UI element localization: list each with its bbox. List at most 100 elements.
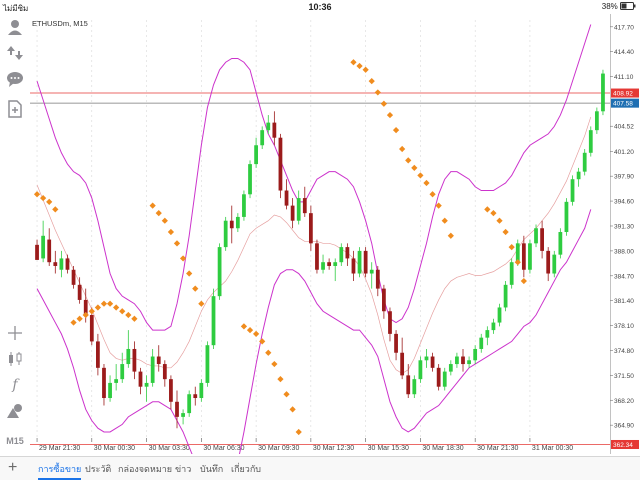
sar-dot xyxy=(514,259,521,266)
candle-body xyxy=(187,394,192,414)
sar-dot xyxy=(167,228,175,236)
sar-dot xyxy=(362,66,369,73)
x-tick-label: 30 Mar 00:30 xyxy=(94,445,135,452)
objects-icon[interactable] xyxy=(2,400,28,422)
indicators-icon[interactable]: f xyxy=(12,377,18,393)
candle-body xyxy=(41,235,46,259)
candle-body xyxy=(193,394,198,399)
candle-up xyxy=(369,262,374,289)
crosshair-icon[interactable] xyxy=(2,322,28,344)
candle-up xyxy=(570,175,575,206)
candle-body xyxy=(588,130,593,153)
candle-down xyxy=(71,265,76,289)
profile-icon[interactable] xyxy=(2,16,28,38)
sar-dot xyxy=(520,277,527,285)
candle-up xyxy=(564,198,569,236)
y-tick-label: 388.00 xyxy=(614,248,634,255)
candle-body xyxy=(601,73,605,112)
candle-body xyxy=(315,243,319,270)
candle-body xyxy=(77,284,82,300)
candle-body xyxy=(375,269,380,289)
candle-down xyxy=(47,228,52,266)
chart-title: ETHUSDm, M15 xyxy=(32,19,88,28)
candle-up xyxy=(497,303,502,327)
candle-down xyxy=(272,111,277,146)
timeframe-label[interactable]: M15 xyxy=(6,436,24,446)
candle-down xyxy=(546,247,551,282)
chat-icon[interactable] xyxy=(2,68,28,90)
candle-body xyxy=(296,198,301,221)
sar-dot xyxy=(46,198,53,205)
candle-down xyxy=(375,265,380,297)
candle-body xyxy=(430,356,435,368)
sar-dot xyxy=(392,127,400,134)
add-button[interactable]: + xyxy=(8,459,18,476)
sar-dot xyxy=(277,376,284,383)
x-tick-label: 30 Mar 18:30 xyxy=(422,445,463,452)
clock-label: 10:36 xyxy=(308,2,332,12)
chart-type-icon[interactable] xyxy=(2,348,28,370)
y-tick-label: 404.52 xyxy=(614,124,634,131)
candle-body xyxy=(260,130,265,146)
candle-body xyxy=(108,382,112,399)
candle-body xyxy=(205,345,210,383)
candle-body xyxy=(357,250,362,274)
y-tick-label: 384.70 xyxy=(614,273,634,280)
battery-indicator: 38% xyxy=(602,2,636,11)
candle-body xyxy=(223,220,228,248)
candle-body xyxy=(540,228,544,251)
bid-price-label-bg xyxy=(611,88,639,98)
sar-dot xyxy=(198,300,205,307)
candle-body xyxy=(515,243,520,263)
chart-area[interactable]: 29 Mar 21:30 30 Mar 00:30 30 Mar 03:30 30 M… xyxy=(30,14,610,454)
candle-body xyxy=(418,360,423,380)
tab-history[interactable]: ประวัติ xyxy=(85,464,112,474)
tab-news[interactable]: ข่าว xyxy=(175,464,192,474)
tab-journal[interactable]: บันทึก xyxy=(200,464,224,474)
ask-price-label: 407.58 xyxy=(613,101,633,108)
sar-dot xyxy=(271,360,278,368)
candle-body xyxy=(442,371,447,387)
sar-dot xyxy=(186,270,193,277)
candle-up xyxy=(601,69,605,116)
candle-down xyxy=(53,250,58,274)
price-chart[interactable]: 29 Mar 21:30 30 Mar 00:30 30 Mar 03:30 30 M… xyxy=(30,14,610,454)
tab-trading[interactable]: การซื้อขาย xyxy=(38,464,82,480)
tab-about[interactable]: เกี่ยวกับ xyxy=(231,464,262,474)
candle-body xyxy=(363,250,368,274)
candle-body xyxy=(290,205,295,221)
battery-percent: 38% xyxy=(601,2,618,11)
sar-dot xyxy=(441,217,448,224)
sar-dot xyxy=(423,179,430,187)
sar-dot xyxy=(149,202,156,209)
candle-body xyxy=(558,232,563,255)
candle-body xyxy=(162,364,167,380)
tab-mailbox[interactable]: กล่องจดหมาย xyxy=(118,464,173,474)
candle-up xyxy=(503,281,508,312)
candle-body xyxy=(138,371,143,387)
candle-body xyxy=(272,122,277,138)
candle-body xyxy=(59,258,64,270)
new-order-icon[interactable] xyxy=(2,98,28,120)
candle-body xyxy=(412,379,417,395)
candle-down xyxy=(308,205,313,251)
candle-up xyxy=(144,375,149,402)
candle-down xyxy=(436,364,441,391)
candle-down xyxy=(138,367,143,395)
candle-up xyxy=(181,409,185,425)
candle-up xyxy=(534,224,538,248)
candle-body xyxy=(89,315,94,342)
x-tick-label: 30 Mar 21:30 xyxy=(477,445,518,452)
candle-up xyxy=(321,254,325,274)
candle-up xyxy=(582,149,587,176)
candle-up xyxy=(448,360,453,376)
candle-down xyxy=(132,341,137,380)
candle-body xyxy=(473,348,478,361)
sar-dot xyxy=(368,78,375,85)
candle-down xyxy=(77,277,82,304)
candle-up xyxy=(558,228,563,259)
trade-icon[interactable] xyxy=(2,42,28,64)
candle-down xyxy=(193,386,198,406)
sar-dot xyxy=(417,172,424,179)
